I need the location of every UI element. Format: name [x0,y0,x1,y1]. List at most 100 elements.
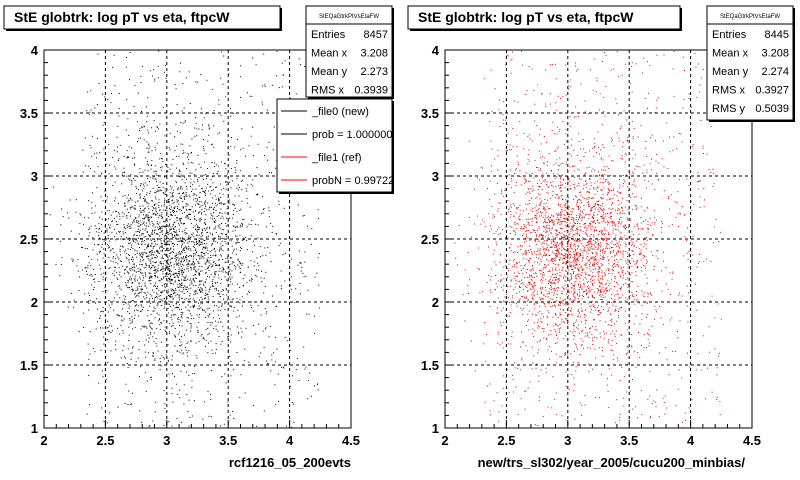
data-point [169,224,171,226]
data-point [538,380,540,382]
data-point [636,299,638,301]
data-point [606,238,607,240]
data-point [120,238,122,240]
data-point [187,263,189,265]
data-point [185,347,187,349]
data-point [620,289,621,291]
data-point [616,245,618,247]
data-point [704,199,705,201]
data-point [547,270,549,272]
data-point [169,278,170,280]
data-point [71,292,73,294]
data-point [155,297,157,298]
data-point [696,181,698,183]
data-point [556,194,558,196]
data-point [189,300,191,302]
data-point [609,324,611,326]
data-point [236,248,238,250]
data-point [502,119,504,121]
data-point [155,173,157,175]
data-point [112,185,114,186]
data-point [627,284,629,286]
data-point [571,217,573,219]
data-point [587,292,589,294]
data-point [565,161,567,163]
data-point [500,213,502,215]
data-point [167,241,169,243]
data-point [237,258,239,260]
data-point [213,218,215,220]
data-point [517,414,519,416]
data-point [141,264,143,266]
data-point [132,237,134,239]
data-point [282,74,284,76]
data-point [551,130,553,132]
data-point [155,338,157,340]
data-point [205,228,207,230]
data-point [136,192,138,194]
data-point [96,298,97,300]
data-point [150,217,152,218]
data-point [599,178,601,180]
data-point [178,269,180,271]
data-point [560,215,562,216]
data-point [159,228,160,230]
data-point [179,345,181,347]
data-point [139,197,141,199]
data-point [266,360,268,362]
data-point [245,236,246,238]
data-point [587,332,589,334]
data-point [99,216,101,218]
data-point [508,184,510,185]
data-point [153,332,155,334]
data-point [542,236,544,238]
data-point [159,227,161,228]
data-point [183,192,185,194]
data-point [115,168,117,170]
data-point [211,206,212,208]
data-point [124,194,126,196]
data-point [620,191,622,193]
data-point [131,286,133,288]
data-point [257,193,259,195]
data-point [150,238,152,240]
data-point [109,226,111,228]
data-point [542,177,543,179]
data-point [572,299,574,301]
data-point [142,326,144,328]
data-point [145,201,147,203]
data-point [148,208,150,210]
data-point [195,285,197,286]
data-point [167,421,169,423]
data-point [579,277,581,279]
data-point [78,331,80,333]
data-point [102,307,104,308]
data-point [209,232,211,234]
data-point [538,305,540,307]
data-point [185,227,187,229]
data-point [215,254,217,256]
data-point [144,351,146,353]
data-point [178,203,180,205]
data-point [577,223,578,224]
data-point [194,194,196,196]
data-point [507,150,508,152]
data-point [164,225,166,227]
data-point [641,270,643,272]
data-point [223,188,225,190]
data-point [143,221,145,223]
data-point [248,290,250,292]
data-point [543,254,545,256]
data-point [97,137,99,139]
data-point [169,264,171,266]
data-point [594,220,596,222]
data-point [230,375,232,377]
data-point [611,240,613,242]
data-point [191,283,193,285]
data-point [185,217,187,219]
data-point [152,187,154,189]
data-point [222,294,224,296]
data-point [188,263,190,265]
data-point [200,303,202,305]
data-point [585,273,587,275]
